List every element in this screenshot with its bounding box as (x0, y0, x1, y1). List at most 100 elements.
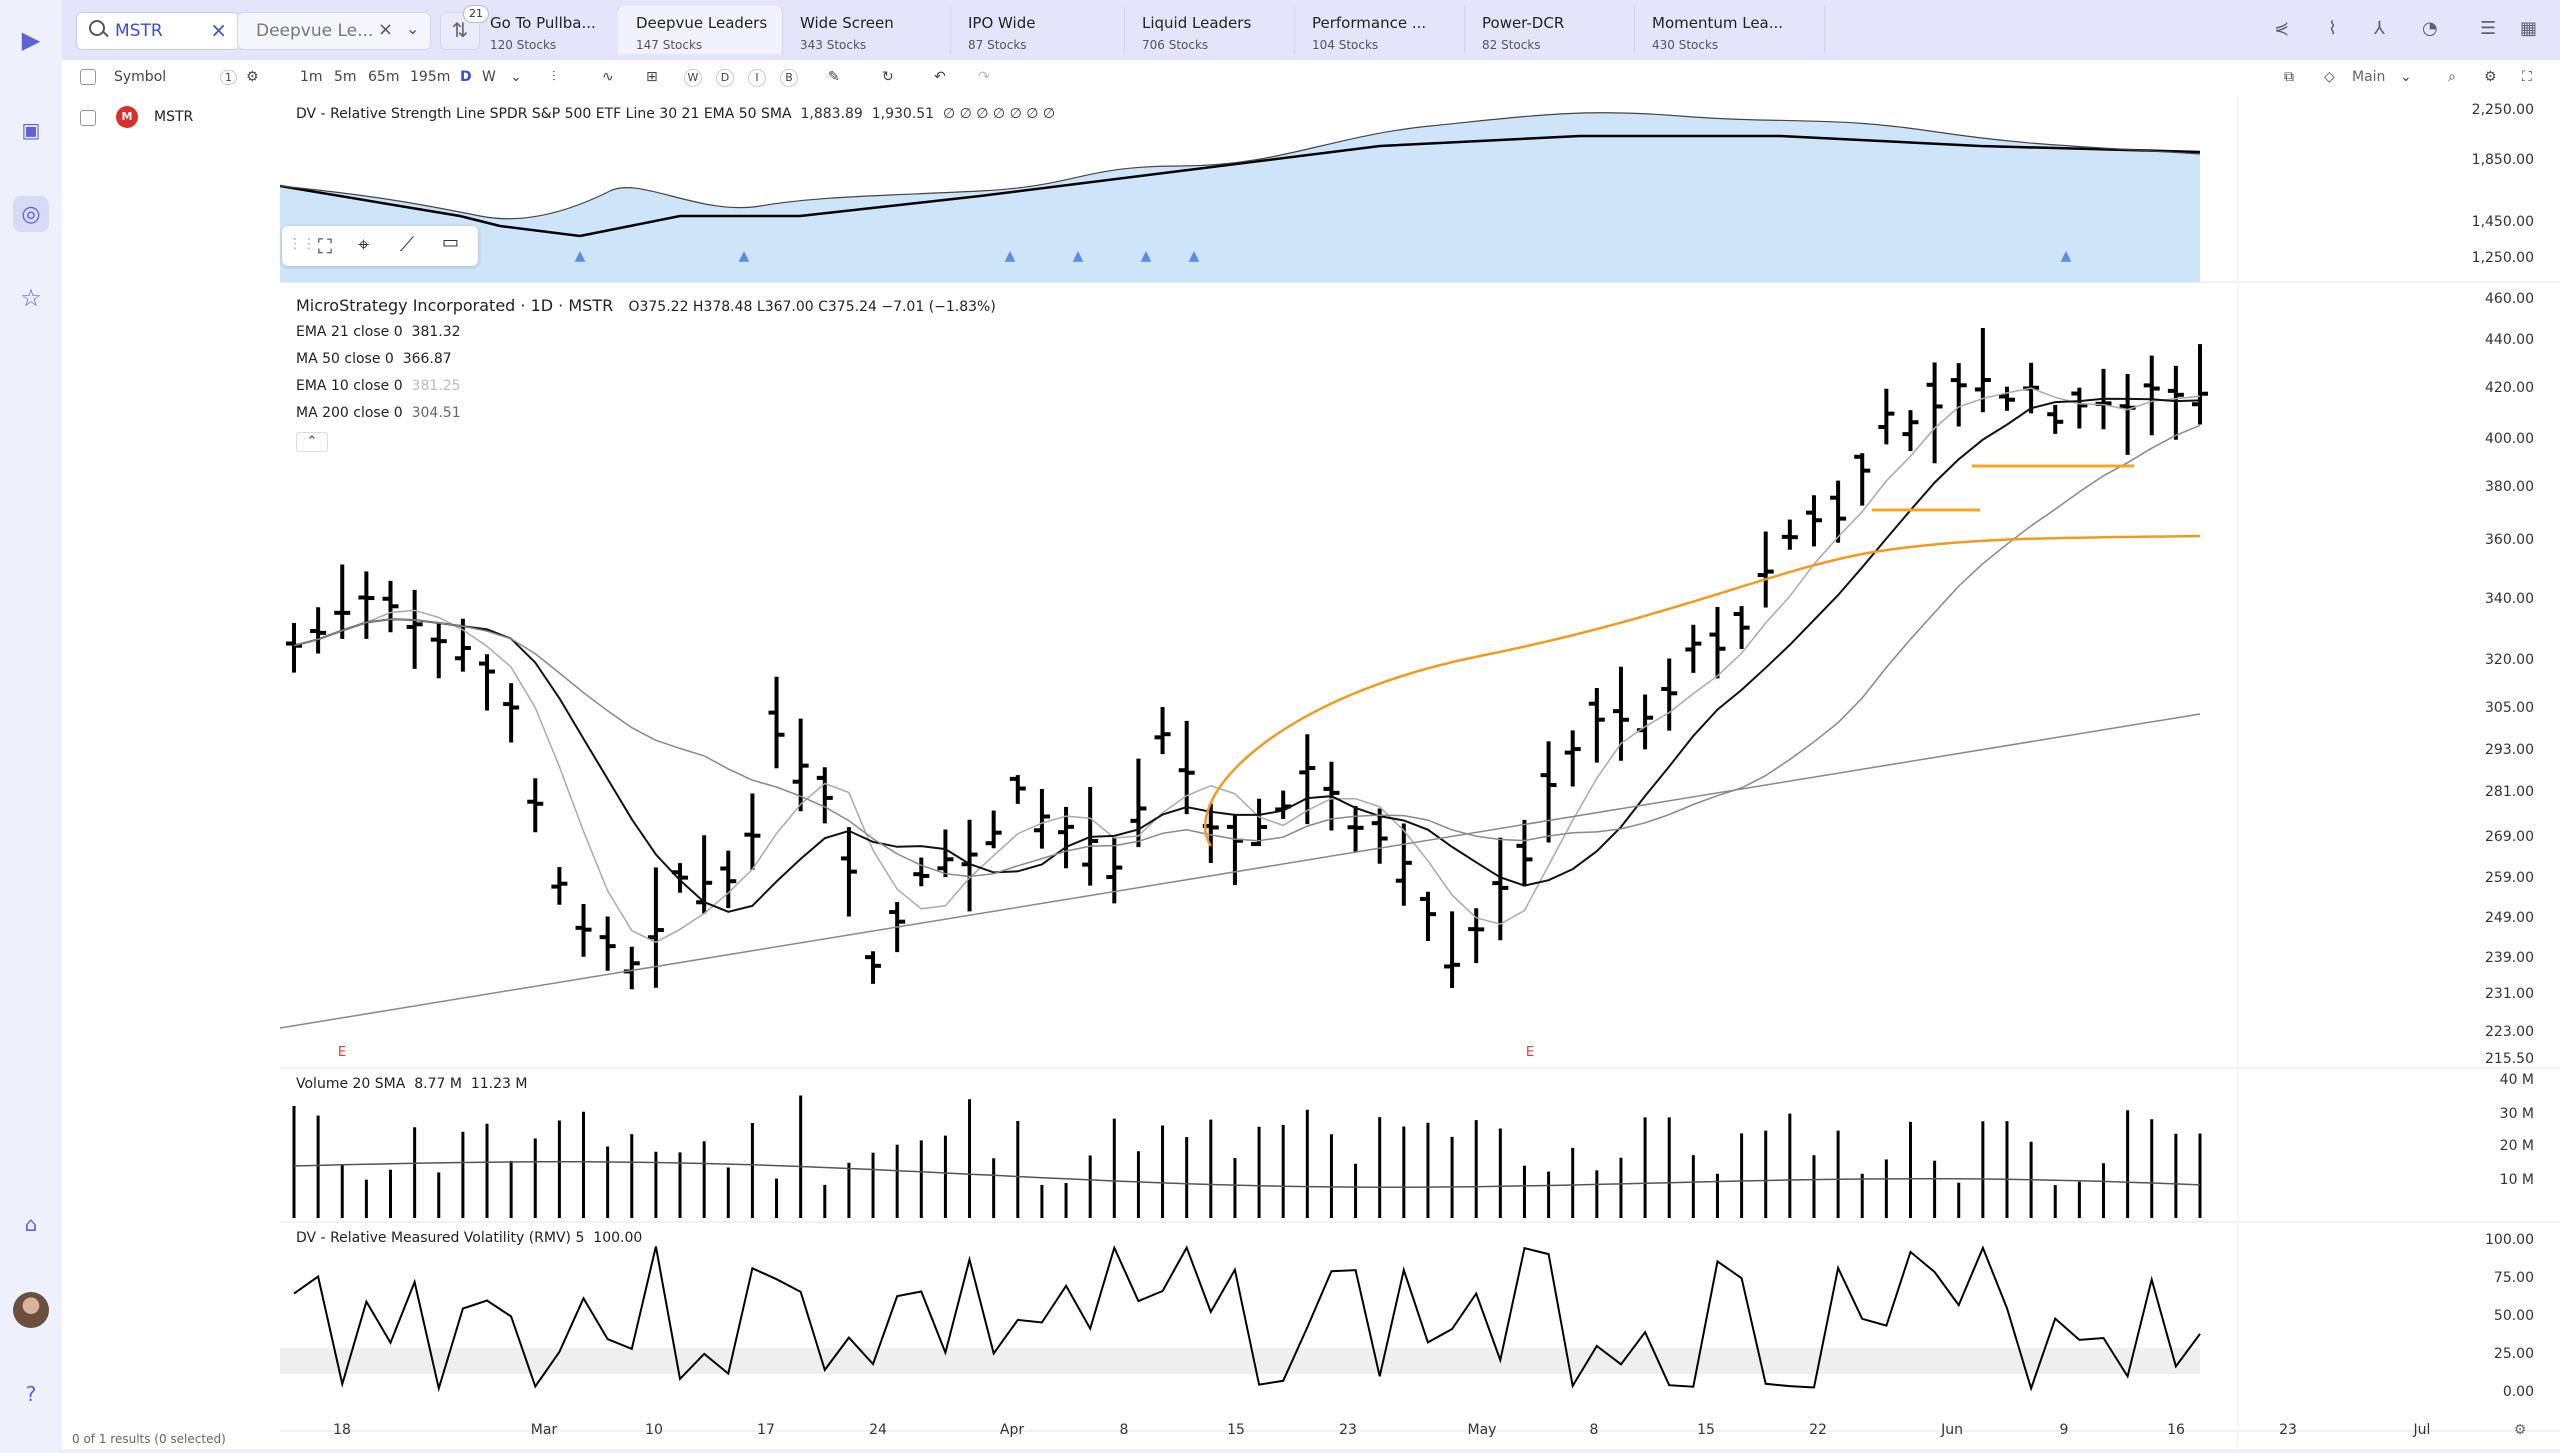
line-chart-icon[interactable]: ⌇ (2328, 18, 2337, 39)
crosshair-tool-icon[interactable]: ⌖ (358, 232, 370, 256)
collapse-legend-button[interactable]: ⌃ (296, 432, 328, 452)
comment-tool-icon[interactable]: ▭ (442, 232, 460, 253)
filter-badge: 21 (463, 5, 489, 23)
grid-view-icon[interactable]: ▦ (2520, 18, 2538, 39)
rs-new-high-marker: ▲ (1141, 248, 1152, 264)
refresh-icon[interactable]: ↻ (882, 69, 894, 85)
chart-type-i[interactable]: I (748, 69, 766, 87)
layout-icon[interactable]: ⧉ (2284, 69, 2294, 85)
indicator-label: MA 200 close 0 (296, 405, 403, 421)
search-icon (89, 20, 105, 36)
chart-settings-icon[interactable]: ⚙ (2484, 69, 2497, 85)
draw-pen-icon[interactable]: ✎ (828, 69, 840, 85)
watchlist-tab[interactable]: Deepvue Leaders 147 Stocks (618, 6, 783, 54)
price-axis-label: 400.00 (2485, 431, 2534, 447)
x-axis-label: 18 (333, 1422, 351, 1438)
radar-icon[interactable]: ◎ (13, 196, 49, 232)
logo-play-icon[interactable]: ▶ (21, 26, 41, 54)
rs-dots: ∅ ∅ ∅ ∅ ∅ ∅ ∅ (942, 106, 1056, 122)
timeframe-1m[interactable]: 1m (300, 69, 323, 85)
indicators-icon[interactable]: ∿ (602, 69, 614, 85)
watchlist-select[interactable]: Deepvue Le... × ⌄ (237, 12, 431, 50)
timeframe-w[interactable]: W (482, 69, 496, 85)
layout-select[interactable]: Main (2352, 69, 2386, 85)
list-settings-icon[interactable]: ⚙ (246, 69, 259, 85)
watchlist-tab[interactable]: Liquid Leaders 706 Stocks (1124, 6, 1295, 54)
top-bar: MSTR × Deepvue Le... × ⌄ ⇅ 21 Go To Pullb… (62, 0, 2560, 61)
watchlist-tab[interactable]: IPO Wide 87 Stocks (950, 6, 1125, 54)
x-axis-label: 9 (2060, 1422, 2069, 1438)
templates-icon[interactable]: ⊞ (646, 69, 658, 85)
chart-area[interactable]: 2,250.00 1,850.00 1,450.00 1,250.00 460.00 44… (279, 96, 2560, 1449)
rs-axis-label: 2,250.00 (2472, 102, 2534, 118)
row-checkbox[interactable] (80, 110, 96, 126)
volume-legend: Volume 20 SMA 8.77 M 11.23 M (296, 1076, 527, 1092)
chart-type-d[interactable]: D (716, 69, 734, 87)
ticker-logo: M (116, 106, 138, 128)
compare-icon[interactable]: ⅄ (2374, 18, 2385, 39)
indicator-value: 381.25 (411, 378, 461, 394)
search-value: MSTR (115, 21, 163, 41)
zoom-icon[interactable]: ⌕ (2448, 69, 2456, 85)
trendline-tool-icon[interactable]: ⟋ (400, 232, 414, 256)
tab-count: 120 Stocks (490, 38, 557, 52)
list-item[interactable]: M MSTR (62, 102, 280, 132)
filter-button[interactable]: ⇅ 21 (440, 5, 489, 50)
timeframe-65m[interactable]: 65m (368, 69, 400, 85)
drag-handle-icon[interactable]: ⋮⋮ (288, 236, 316, 252)
watchlist-tab[interactable]: Go To Pullba... 120 Stocks (472, 6, 619, 54)
chart-type-b[interactable]: B (780, 69, 798, 87)
chevron-down-icon[interactable]: ⌄ (406, 19, 420, 38)
clear-watchlist-icon[interactable]: × (378, 19, 394, 40)
share-icon[interactable]: ⋞ (2274, 18, 2290, 39)
redo-icon[interactable]: ↷ (978, 69, 990, 85)
list-view-icon[interactable]: ☰ (2480, 18, 2497, 39)
layout-dropdown-icon[interactable]: ⌄ (2400, 69, 2412, 85)
drawing-toolbox: ⋮⋮ ⛶ ⌖ ⟋ ▭ (282, 226, 478, 266)
help-icon[interactable]: ? (25, 1382, 37, 1406)
graduation-cap-icon[interactable]: ⌂ (24, 1212, 38, 1236)
watchlist-tab[interactable]: Momentum Lea... 430 Stocks (1634, 6, 1825, 54)
indicator-ma200[interactable]: MA 200 close 0 304.51 (296, 405, 461, 421)
earnings-marker: E (338, 1045, 346, 1060)
tab-label: Wide Screen (800, 14, 894, 32)
timeframe-dropdown-icon[interactable]: ⌄ (510, 69, 522, 85)
rectangle-tool-icon[interactable]: ⛶ (318, 234, 332, 258)
calendar-icon[interactable]: ▣ (21, 118, 41, 142)
clear-search-icon[interactable]: × (210, 18, 227, 42)
undo-icon[interactable]: ↶ (934, 69, 946, 85)
rmv-value: 100.00 (593, 1230, 643, 1246)
watchlist-tab[interactable]: Wide Screen 343 Stocks (782, 6, 951, 54)
tab-count: 706 Stocks (1142, 38, 1209, 52)
timeframe-5m[interactable]: 5m (334, 69, 357, 85)
watchlist-tab[interactable]: Power-DCR 82 Stocks (1464, 6, 1635, 54)
search-input[interactable]: MSTR × (76, 12, 240, 50)
fullscreen-icon[interactable]: ⛶ (2522, 69, 2532, 85)
volume-legend-label: Volume 20 SMA (296, 1076, 406, 1092)
star-icon[interactable]: ☆ (20, 284, 42, 312)
indicator-ema10[interactable]: EMA 10 close 0 381.25 (296, 378, 461, 394)
alert-bell-icon[interactable]: ◔ (2422, 18, 2438, 39)
sma50-line (293, 424, 2201, 878)
indicator-ema21[interactable]: EMA 21 close 0 381.32 (296, 324, 461, 340)
x-axis-label: 24 (869, 1422, 887, 1438)
save-layout-icon[interactable]: ◇ (2324, 69, 2335, 85)
timeframe-d[interactable]: D (460, 69, 472, 85)
indicator-ma50[interactable]: MA 50 close 0 366.87 (296, 351, 452, 367)
rs-new-high-marker: ▲ (575, 248, 586, 264)
chart-type-w[interactable]: W (684, 69, 702, 87)
avatar[interactable] (13, 1292, 49, 1328)
timeframe-195m[interactable]: 195m (410, 69, 451, 85)
tab-label: Liquid Leaders (1142, 14, 1252, 32)
left-rail: ▶ ▣ ◎ ☆ ⌂ ? (0, 0, 62, 1449)
price-axis-label: 223.00 (2485, 1024, 2534, 1040)
price-axis-label: 305.00 (2485, 700, 2534, 716)
watchlist-tab[interactable]: Performance ... 104 Stocks (1294, 6, 1465, 54)
x-axis-label: 8 (1120, 1422, 1129, 1438)
select-all-checkbox[interactable] (80, 69, 96, 85)
tab-count: 430 Stocks (1652, 38, 1719, 52)
bar-style-icon[interactable]: ⫶ (552, 69, 556, 85)
rs-line (279, 112, 2201, 220)
chart-svg[interactable]: 2,250.00 1,850.00 1,450.00 1,250.00 460.00 44… (279, 96, 2560, 1449)
ema21-line (293, 397, 2201, 913)
